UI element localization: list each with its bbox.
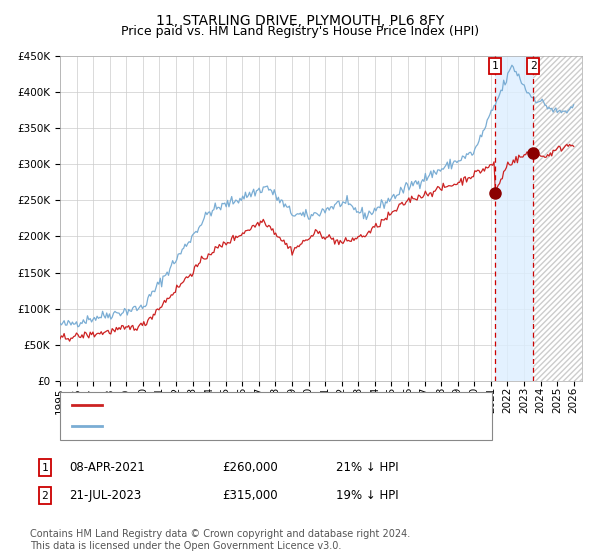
Text: 2: 2 xyxy=(41,491,49,501)
Text: 08-APR-2021: 08-APR-2021 xyxy=(69,461,145,474)
Bar xyxy=(533,56,582,381)
Text: £315,000: £315,000 xyxy=(222,489,278,502)
Text: 1: 1 xyxy=(492,61,499,71)
Text: Price paid vs. HM Land Registry's House Price Index (HPI): Price paid vs. HM Land Registry's House … xyxy=(121,25,479,38)
Text: 2: 2 xyxy=(530,61,536,71)
Text: 11, STARLING DRIVE, PLYMOUTH, PL6 8FY (detached house): 11, STARLING DRIVE, PLYMOUTH, PL6 8FY (d… xyxy=(108,399,460,412)
Text: £260,000: £260,000 xyxy=(222,461,278,474)
Bar xyxy=(533,56,582,381)
Text: 1: 1 xyxy=(41,463,49,473)
Text: 19% ↓ HPI: 19% ↓ HPI xyxy=(336,489,398,502)
Text: 11, STARLING DRIVE, PLYMOUTH, PL6 8FY: 11, STARLING DRIVE, PLYMOUTH, PL6 8FY xyxy=(156,14,444,28)
Text: HPI: Average price, detached house, City of Plymouth: HPI: Average price, detached house, City… xyxy=(108,420,424,433)
Bar xyxy=(496,56,533,381)
Text: Contains HM Land Registry data © Crown copyright and database right 2024.
This d: Contains HM Land Registry data © Crown c… xyxy=(30,529,410,551)
Text: 21% ↓ HPI: 21% ↓ HPI xyxy=(336,461,398,474)
Text: 21-JUL-2023: 21-JUL-2023 xyxy=(69,489,141,502)
